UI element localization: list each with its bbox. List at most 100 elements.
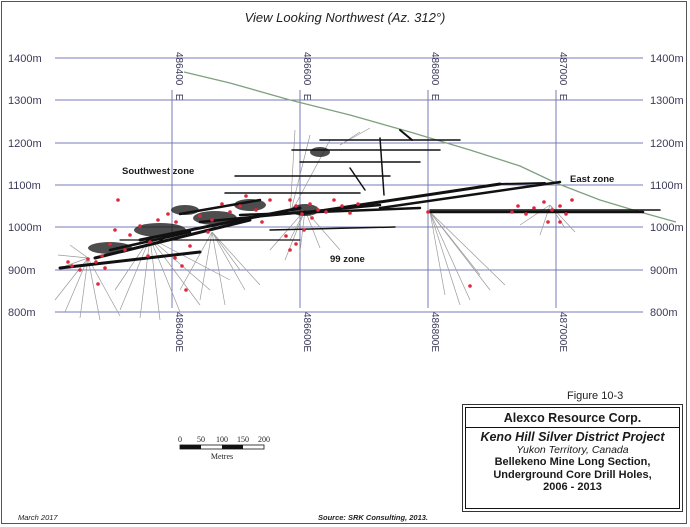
easting-label-bottom: 487000E (557, 312, 568, 352)
drill-hole-trace (149, 237, 201, 306)
elevation-label-left: 800m (8, 307, 36, 319)
drill-hole-trace (299, 209, 306, 253)
grid-labels: 1400m 1400m 1300m 1300m 1200m 1200m 1100m 1100m… (8, 52, 684, 352)
workings-drift (298, 182, 502, 216)
elevation-label-left: 1400m (8, 53, 42, 65)
drill-hole-trace (179, 231, 213, 291)
drill-hole-trace (64, 257, 89, 313)
intercept-point (148, 240, 152, 244)
intercept-point (284, 234, 288, 238)
scale-bar: 0 50 100 150 200 Metres (178, 435, 270, 461)
easting-label-top: 486400 E (173, 52, 184, 101)
workings-cluster (234, 199, 266, 211)
drill-hole-trace (119, 237, 151, 311)
workings-drift (378, 180, 562, 210)
workings-drift (238, 206, 422, 217)
workings-drift (499, 182, 546, 185)
intercept-point (524, 212, 528, 216)
workings-drift (399, 129, 413, 141)
zone-labels: Southwest zone 99 zone East zone (122, 166, 614, 265)
intercept-point (70, 264, 74, 268)
scale-tick-label: 150 (237, 435, 249, 444)
intercept-point (166, 212, 170, 216)
footer-source: Source: SRK Consulting, 2013. (318, 513, 429, 522)
intercept-point (310, 216, 314, 220)
drill-hole-trace (211, 231, 241, 271)
drill-hole-trace (429, 211, 506, 286)
drill-hole-trace (211, 231, 246, 291)
elevation-label-right: 1100m (650, 180, 683, 192)
company-name: Alexco Resource Corp. (466, 408, 679, 428)
intercept-point (542, 200, 546, 204)
title-block: Alexco Resource Corp. Keno Hill Silver D… (462, 404, 683, 512)
workings-cluster (291, 204, 319, 216)
easting-label-bottom: 486800E (429, 312, 440, 352)
intercept-point (348, 211, 352, 215)
scale-bar-segment (180, 445, 201, 449)
drill-hole-trace (429, 211, 471, 301)
intercept-point (516, 204, 520, 208)
intercept-point (210, 218, 214, 222)
intercept-point (332, 198, 336, 202)
intercept-point (564, 212, 568, 216)
intercept-point (184, 288, 188, 292)
intercept-point (302, 228, 306, 232)
elevation-label-right: 800m (650, 307, 678, 319)
intercept-point (138, 224, 142, 228)
elevation-label-left: 1000m (8, 222, 42, 234)
intercept-point (426, 210, 430, 214)
intercept-point (116, 198, 120, 202)
elevation-label-left: 1200m (8, 138, 42, 150)
southwest-zone-label: Southwest zone (122, 166, 194, 177)
intercept-point (228, 210, 232, 214)
intercept-point (324, 210, 328, 214)
figure-subject-line-1: Bellekeno Mine Long Section, (494, 456, 651, 468)
intercept-point (356, 202, 360, 206)
intercept-point (108, 242, 112, 246)
intercept-point (94, 260, 98, 264)
intercept-point (340, 204, 344, 208)
workings-cluster (134, 223, 186, 237)
intercept-point (128, 233, 132, 237)
easting-label-top: 486800 E (429, 52, 440, 101)
intercept-point (288, 248, 292, 252)
scale-bar-segment (222, 445, 243, 449)
easting-label-top: 487000 E (557, 52, 568, 101)
figure-label: Figure 10-3 (567, 390, 624, 402)
intercept-point (198, 214, 202, 218)
workings-drift (349, 167, 366, 191)
workings-cluster (310, 147, 330, 157)
drill-hole-trace (284, 209, 306, 261)
intercept-point (100, 254, 104, 258)
intercept-point (238, 204, 242, 208)
easting-label-top: 486600 E (301, 52, 312, 101)
intercept-point (254, 208, 258, 212)
drill-hole-trace (429, 211, 446, 296)
drill-intercepts (66, 194, 574, 292)
figure-subject-line-3: 2006 - 2013 (543, 481, 602, 493)
project-name: Keno Hill Silver District Project (480, 430, 665, 444)
drill-hole-trace (304, 209, 341, 251)
drill-hole-trace (149, 237, 161, 321)
drill-hole-trace (429, 211, 481, 276)
intercept-point (532, 206, 536, 210)
drill-hole-traces (54, 127, 576, 321)
workings-cluster (88, 242, 132, 254)
intercept-point (546, 220, 550, 224)
workings-drift (58, 250, 202, 270)
intercept-point (174, 220, 178, 224)
easting-label-bottom: 486400E (173, 312, 184, 352)
topography-line (183, 71, 677, 223)
drill-hole-trace (57, 254, 89, 259)
intercept-point (113, 228, 117, 232)
scale-unit-label: Metres (211, 452, 233, 461)
99-zone-label: 99 zone (330, 254, 365, 265)
intercept-point (66, 260, 70, 264)
drill-hole-trace (139, 237, 151, 319)
figure-subject-line-2: Underground Core Drill Holes, (493, 468, 652, 481)
elevation-label-right: 1200m (650, 138, 684, 150)
intercept-point (510, 210, 514, 214)
intercept-point (86, 257, 90, 261)
intercept-point (156, 218, 160, 222)
